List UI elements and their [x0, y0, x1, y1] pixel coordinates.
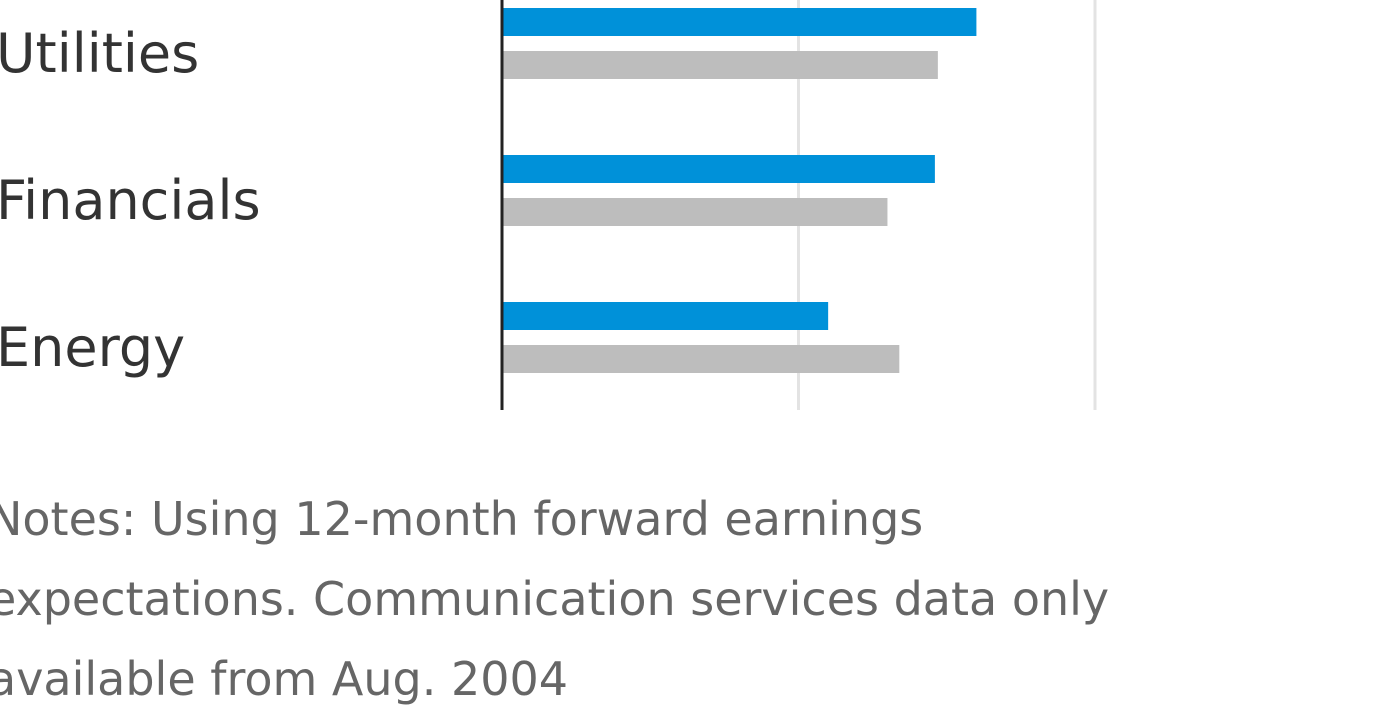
note-line: expectations. Communication services dat… — [0, 572, 1109, 626]
bar — [502, 198, 888, 226]
bar — [502, 8, 977, 36]
category-label: Utilities — [0, 22, 199, 85]
bar — [502, 155, 935, 183]
note-line: available from Aug. 2004 — [0, 652, 568, 706]
bar — [502, 51, 938, 79]
category-label: Energy — [0, 316, 185, 379]
category-label: Financials — [0, 169, 261, 232]
note-line: Notes: Using 12-month forward earnings — [0, 492, 923, 546]
bar — [502, 345, 900, 373]
bar — [502, 302, 829, 330]
